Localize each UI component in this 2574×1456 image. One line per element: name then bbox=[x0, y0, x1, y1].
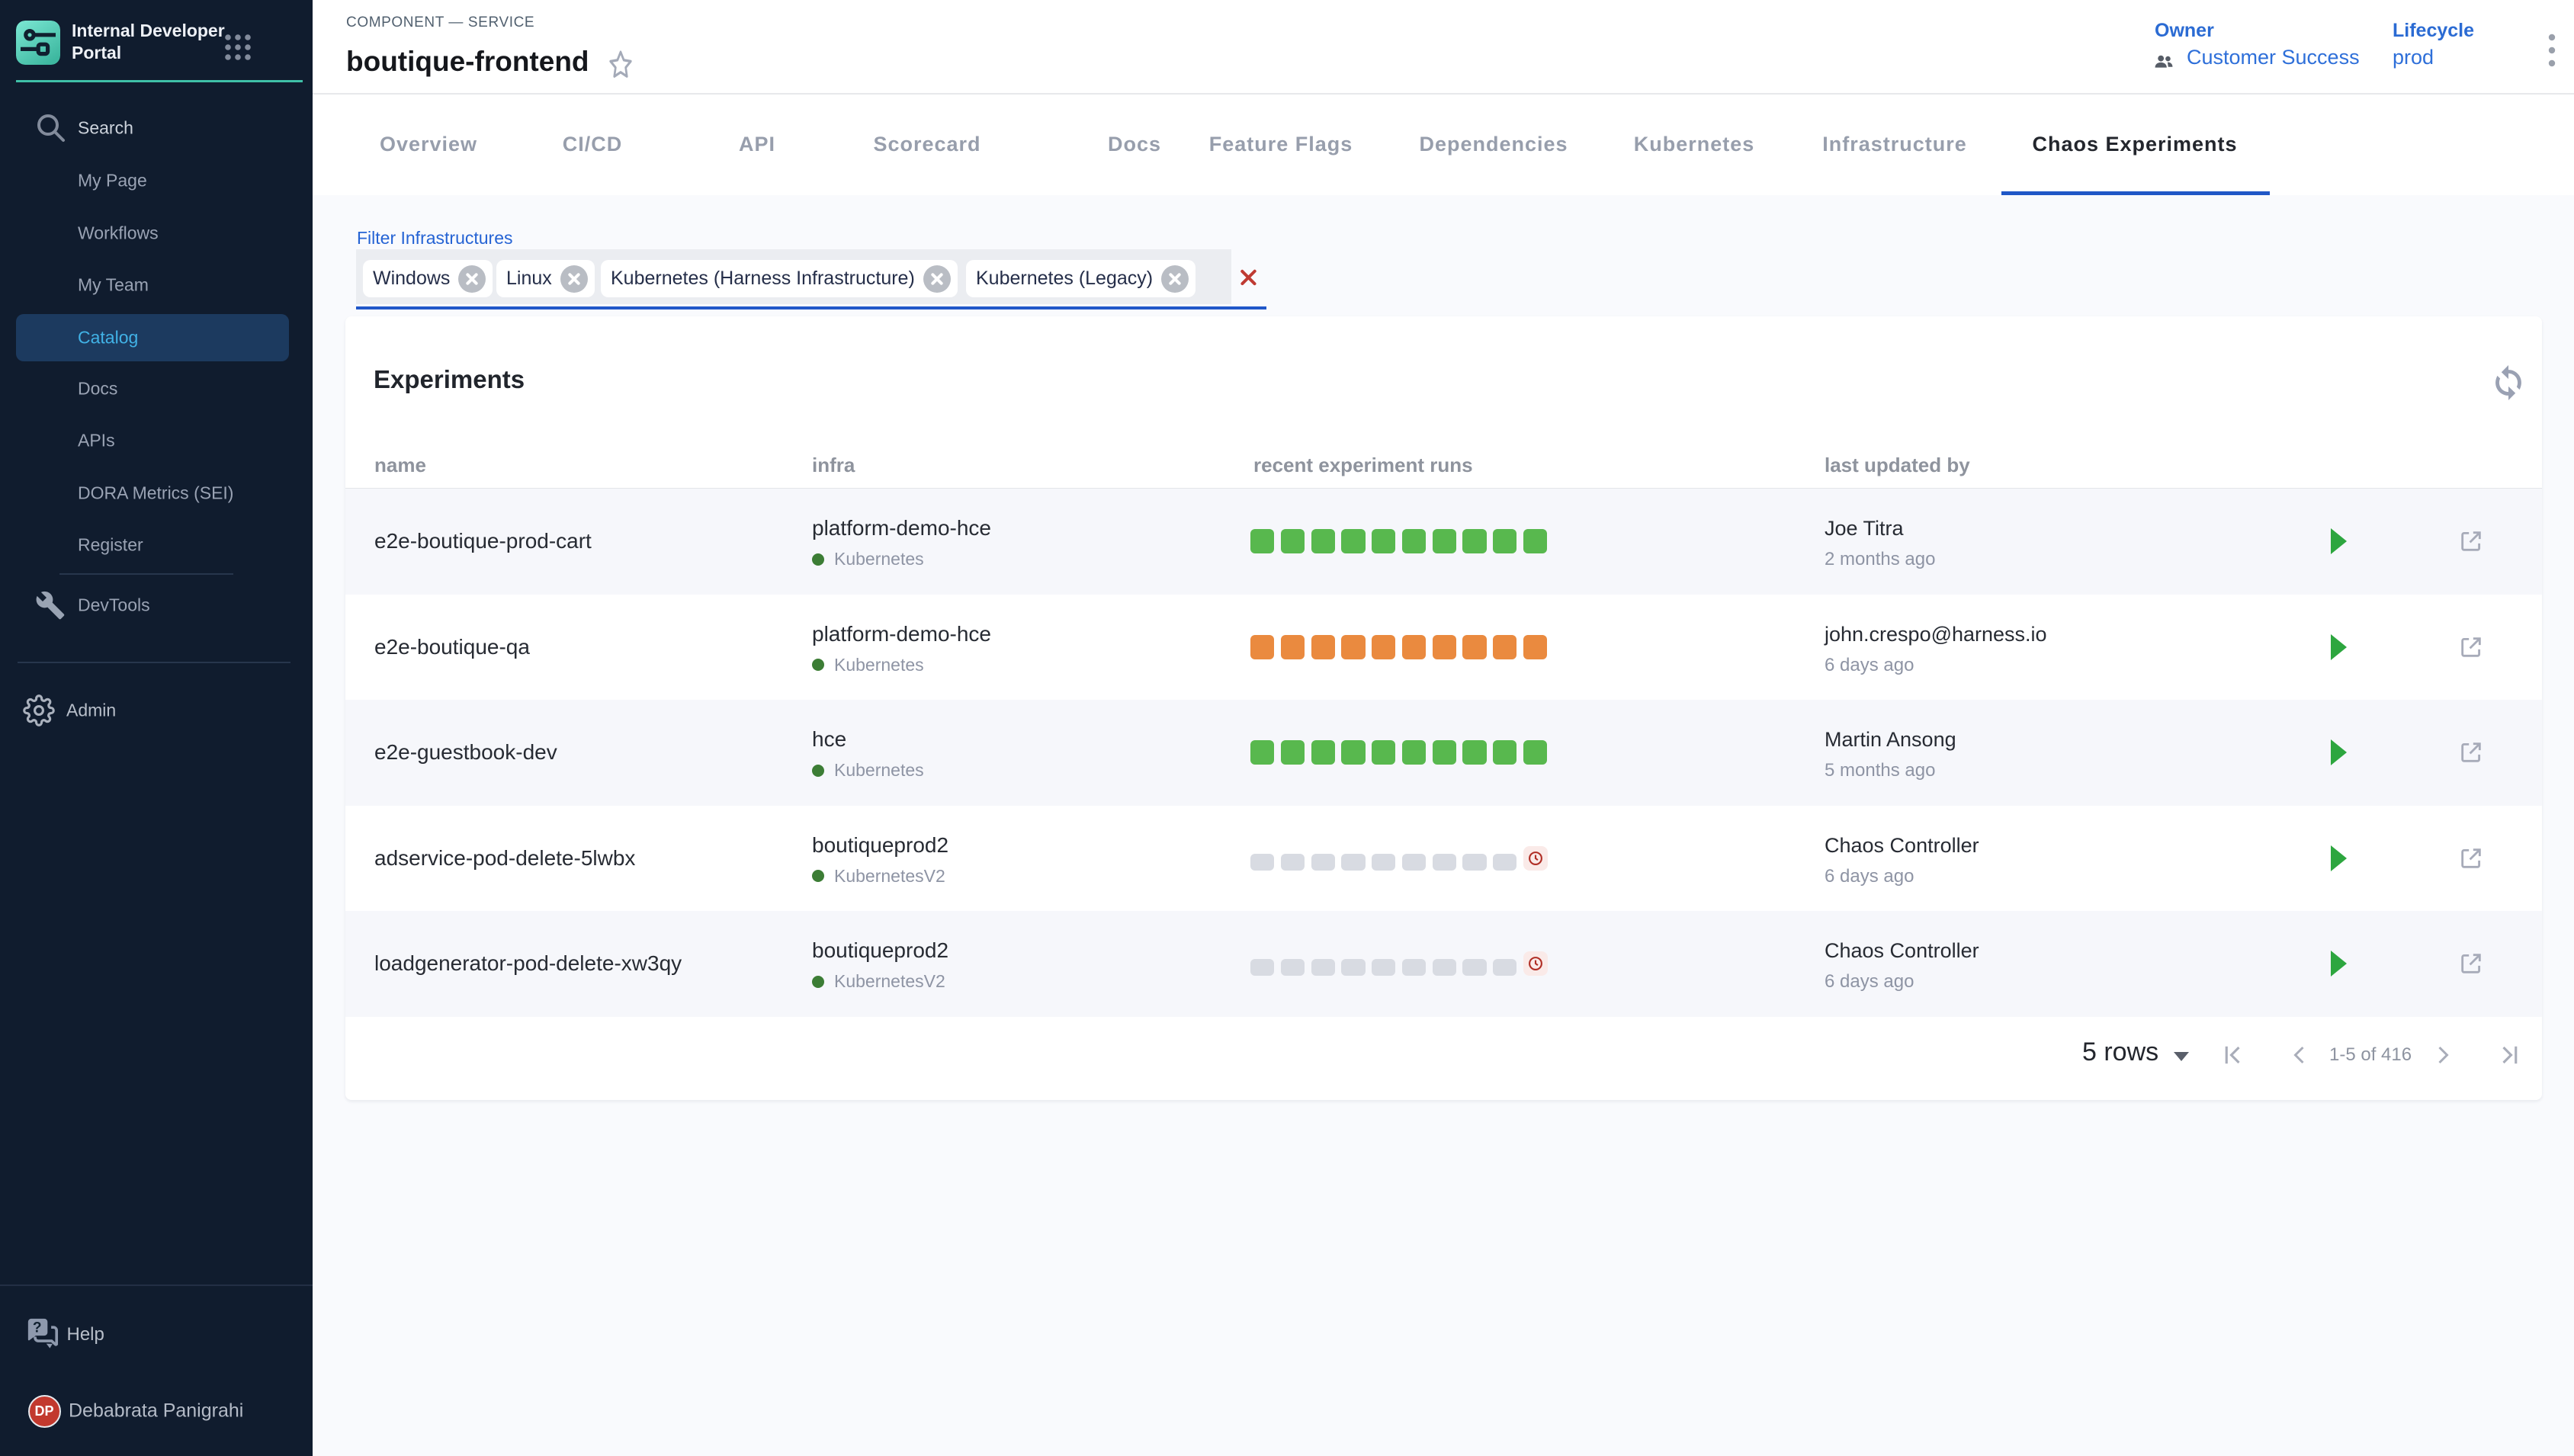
svg-text:?: ? bbox=[33, 1320, 42, 1336]
